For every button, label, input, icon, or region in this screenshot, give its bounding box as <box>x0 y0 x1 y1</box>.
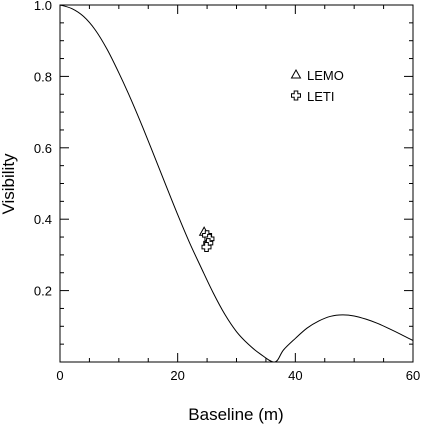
y-tick-label: 0.2 <box>34 284 52 299</box>
x-tick-label: 40 <box>288 368 302 383</box>
y-tick-label: 0.4 <box>34 212 52 227</box>
y-tick-label: 1.0 <box>34 0 52 13</box>
leti-marker <box>201 242 212 253</box>
legend: LEMO LETI <box>290 68 344 104</box>
x-tick-label: 20 <box>170 368 184 383</box>
y-tick-label: 0.6 <box>34 141 52 156</box>
x-tick-label: 60 <box>406 368 420 383</box>
legend-leti-symbol <box>291 90 301 101</box>
plot-frame <box>59 4 414 363</box>
tick-marks <box>59 4 414 363</box>
y-axis-title: Visibility <box>0 153 18 215</box>
legend-lemo-symbol <box>290 68 302 79</box>
data-markers <box>198 226 215 253</box>
legend-lemo-label: LEMO <box>307 68 344 83</box>
tick-labels: 0 20 40 60 0.2 0.4 0.6 0.8 1.0 <box>34 0 420 383</box>
legend-leti-label: LETI <box>307 89 334 104</box>
model-curve <box>59 4 414 363</box>
x-tick-label: 0 <box>56 368 63 383</box>
y-tick-label: 0.8 <box>34 69 52 84</box>
x-axis-title: Baseline (m) <box>188 405 283 424</box>
